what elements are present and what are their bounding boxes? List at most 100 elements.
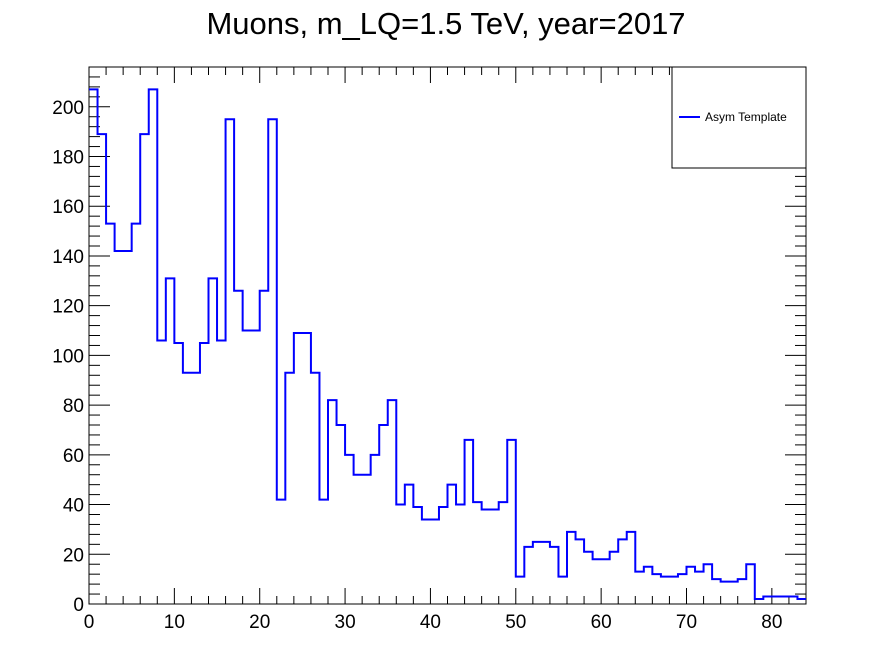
histogram-bin xyxy=(422,519,431,604)
histogram-bin xyxy=(405,485,414,604)
histogram-bin xyxy=(567,532,576,604)
histogram-bin xyxy=(695,572,704,604)
histogram-bin xyxy=(507,440,516,604)
histogram-bin xyxy=(132,224,141,604)
histogram-bin xyxy=(191,373,200,604)
histogram-bin xyxy=(772,597,781,604)
histogram-bin xyxy=(311,373,320,604)
histogram-bin xyxy=(337,425,346,604)
x-tick-label: 50 xyxy=(505,612,526,633)
histogram-bin xyxy=(328,400,337,604)
chart-title: Muons, m_LQ=1.5 TeV, year=2017 xyxy=(206,6,685,41)
histogram-bin xyxy=(174,343,183,604)
y-tick-label: 0 xyxy=(73,595,84,616)
histogram-bin xyxy=(140,134,149,604)
histogram-bin xyxy=(746,564,755,604)
histogram-bin xyxy=(294,333,303,604)
histogram-bin xyxy=(541,542,550,604)
y-tick-label: 200 xyxy=(52,98,84,119)
x-tick-label: 60 xyxy=(591,612,612,633)
histogram-bin xyxy=(388,400,397,604)
histogram-bin xyxy=(123,251,132,604)
histogram-bin xyxy=(533,542,542,604)
histogram-bin xyxy=(618,539,627,604)
y-tick-label: 120 xyxy=(52,297,84,318)
histogram-bin xyxy=(576,539,585,604)
histogram-bin xyxy=(712,579,721,604)
histogram-bin xyxy=(106,224,115,604)
histogram-bin xyxy=(243,331,252,604)
y-axis: 0 20 40 60 80 100 120 140 160 180 200 xyxy=(52,66,806,616)
histogram-bin xyxy=(482,510,491,604)
histogram-bin xyxy=(149,89,158,604)
histogram-bin xyxy=(763,597,772,604)
histogram-bin xyxy=(439,507,448,604)
legend-entry-label: Asym Template xyxy=(705,110,787,124)
histogram-bin xyxy=(669,577,678,604)
histogram-bin xyxy=(379,425,388,604)
histogram-bin xyxy=(644,567,653,604)
histogram-bin xyxy=(200,343,209,604)
histogram-bin xyxy=(678,574,687,604)
histogram-bin xyxy=(251,331,260,604)
x-tick-label: 10 xyxy=(164,612,185,633)
histogram-bin xyxy=(98,134,107,604)
histogram-bin xyxy=(285,373,294,604)
histogram-bin xyxy=(277,500,286,604)
y-tick-label: 80 xyxy=(63,396,84,417)
histogram-bin xyxy=(704,564,713,604)
x-axis: 0 10 20 30 40 50 60 70 80 xyxy=(84,67,807,633)
histogram-bin xyxy=(516,577,525,604)
histogram-bin xyxy=(217,340,226,604)
histogram-bin xyxy=(260,291,269,604)
y-tick-label: 20 xyxy=(63,545,84,566)
histogram-bin xyxy=(413,507,422,604)
histogram-bin xyxy=(558,577,567,604)
histogram-bin xyxy=(362,475,371,604)
legend: Asym Template xyxy=(671,66,807,169)
histogram-bin xyxy=(635,572,644,604)
histogram-bin xyxy=(465,440,474,604)
histogram-bin xyxy=(473,502,482,604)
histogram-bin xyxy=(550,547,559,604)
y-tick-label: 160 xyxy=(52,197,84,218)
histogram-bin xyxy=(456,505,465,604)
y-tick-label: 60 xyxy=(63,446,84,467)
histogram-bin xyxy=(524,547,533,604)
histogram-bin xyxy=(738,579,747,604)
histogram-bin xyxy=(396,505,405,604)
x-tick-label: 40 xyxy=(420,612,441,633)
histogram-bin xyxy=(721,582,730,604)
histogram-bin xyxy=(729,582,738,604)
histogram-bin xyxy=(780,597,789,604)
histogram-bin xyxy=(687,567,696,604)
histogram-bin xyxy=(661,577,670,604)
x-tick-label: 30 xyxy=(335,612,356,633)
histogram-bin xyxy=(157,340,166,604)
x-tick-label: 0 xyxy=(84,612,95,633)
histogram-bin xyxy=(345,455,354,604)
histogram-bin xyxy=(234,291,243,604)
histogram-bin xyxy=(430,519,439,604)
histogram-bin xyxy=(354,475,363,604)
histogram-bin xyxy=(627,532,636,604)
histogram-bin xyxy=(183,373,192,604)
histogram-bin xyxy=(209,278,218,604)
histogram-bin xyxy=(584,552,593,604)
histogram-bin xyxy=(652,574,661,604)
y-tick-label: 140 xyxy=(52,247,84,268)
x-tick-label: 80 xyxy=(761,612,782,633)
y-tick-label: 100 xyxy=(52,346,84,367)
histogram-step-line xyxy=(89,88,806,601)
histogram-bin xyxy=(490,510,499,604)
histogram-bin xyxy=(226,119,235,604)
x-tick-label: 20 xyxy=(249,612,270,633)
histogram-bin xyxy=(789,597,798,604)
histogram-bin xyxy=(601,559,610,604)
histogram-bin xyxy=(610,552,619,604)
histogram-bin xyxy=(499,502,508,604)
histogram-bin xyxy=(593,559,602,604)
histogram-bin xyxy=(448,485,457,604)
histogram-bin xyxy=(319,500,328,604)
